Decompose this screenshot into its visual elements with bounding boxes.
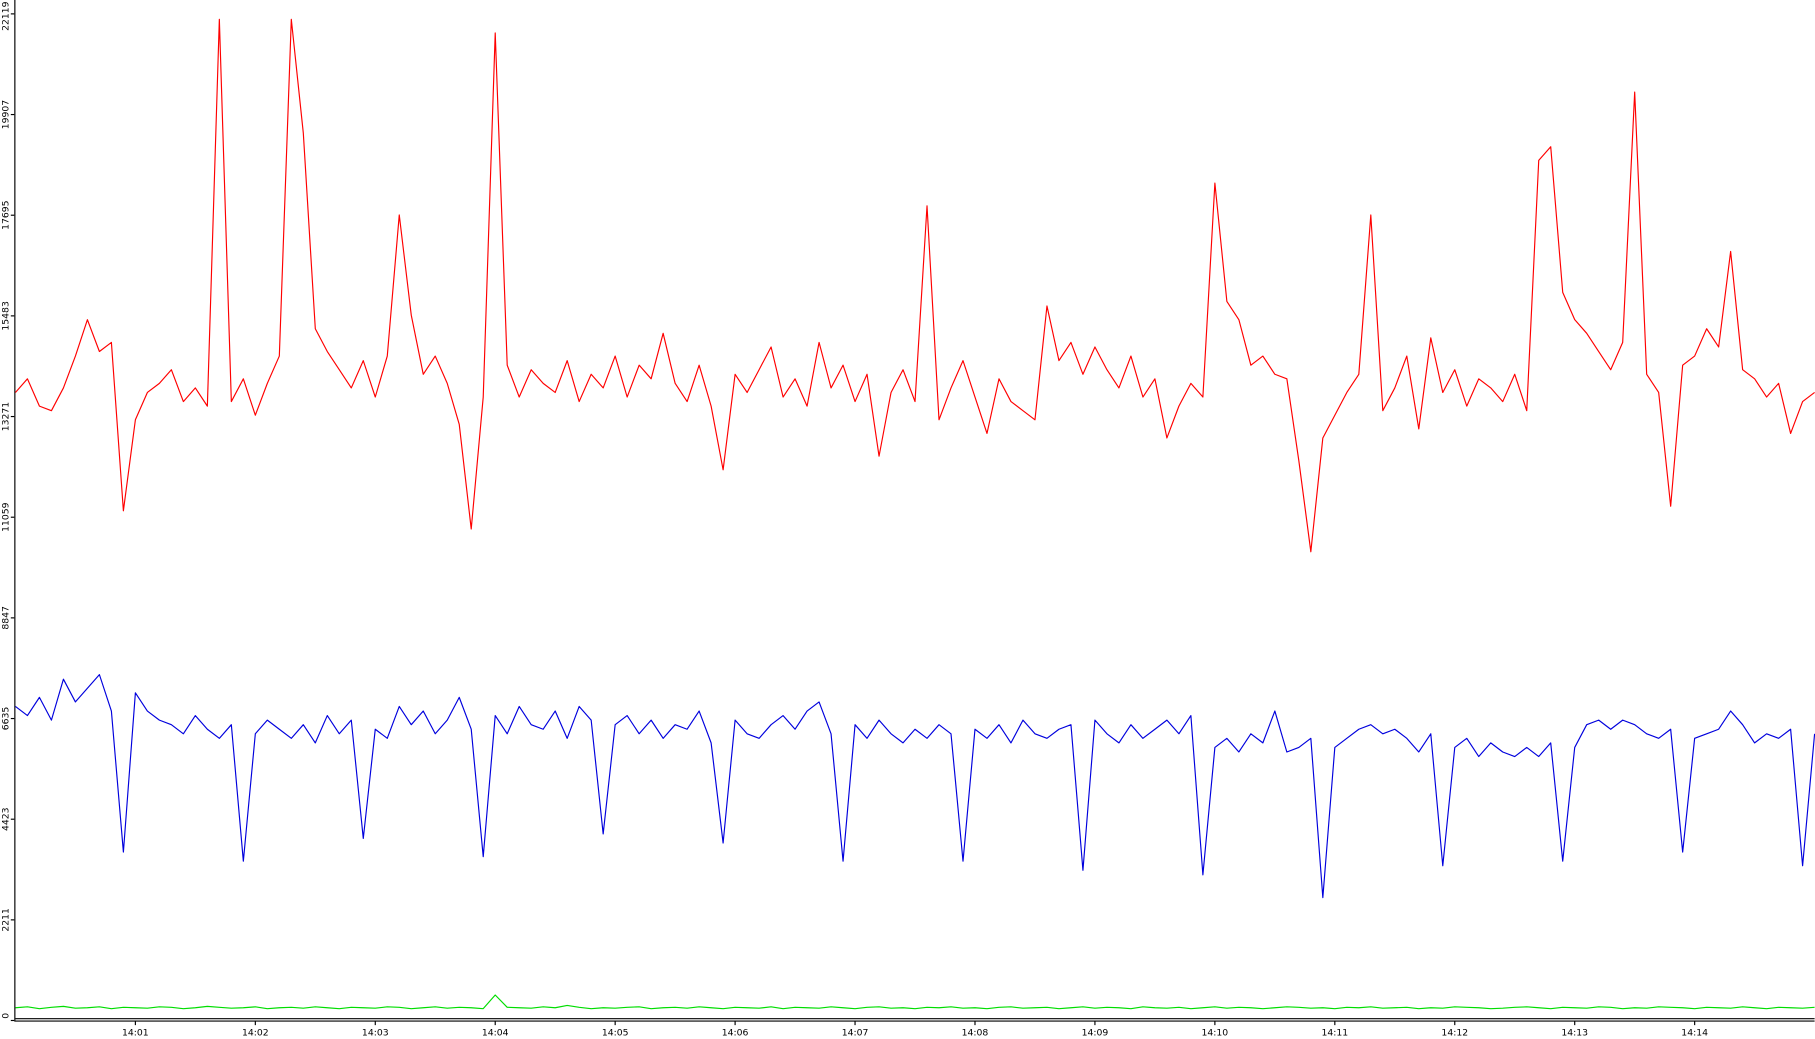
series-line (15, 994, 1815, 1010)
x-tick-label: 14:10 (1202, 1028, 1229, 1039)
y-tick-label: 19907 (1, 100, 12, 130)
x-tick-label: 14:07 (842, 1028, 869, 1039)
y-tick-label: 0 (1, 1013, 12, 1019)
y-tick-label: 13271 (1, 402, 12, 432)
x-tick-label: 14:03 (362, 1028, 389, 1039)
series-line (15, 674, 1815, 899)
x-tick-label: 14:02 (242, 1028, 269, 1039)
x-tick-label: 14:09 (1082, 1028, 1109, 1039)
x-tick-label: 14:04 (482, 1028, 509, 1039)
y-tick-label: 15483 (1, 301, 12, 331)
x-tick-label: 14:01 (122, 1028, 149, 1039)
x-tick-label: 14:14 (1681, 1028, 1708, 1039)
x-tick-label: 14:08 (962, 1028, 989, 1039)
series-line (15, 18, 1815, 553)
y-tick-label: 2211 (1, 908, 12, 932)
y-tick-label: 17695 (1, 200, 12, 230)
y-tick-label: 8847 (1, 606, 12, 630)
y-tick-label: 11059 (1, 502, 12, 532)
x-tick-label: 14:13 (1561, 1028, 1588, 1039)
x-tick-label: 14:06 (722, 1028, 749, 1039)
y-tick-label: 6635 (1, 707, 12, 731)
x-tick-label: 14:12 (1441, 1028, 1468, 1039)
x-tick-label: 14:05 (602, 1028, 629, 1039)
y-tick-label: 4423 (1, 807, 12, 831)
y-tick-label: 22119 (1, 1, 12, 31)
x-tick-label: 14:11 (1321, 1028, 1348, 1039)
